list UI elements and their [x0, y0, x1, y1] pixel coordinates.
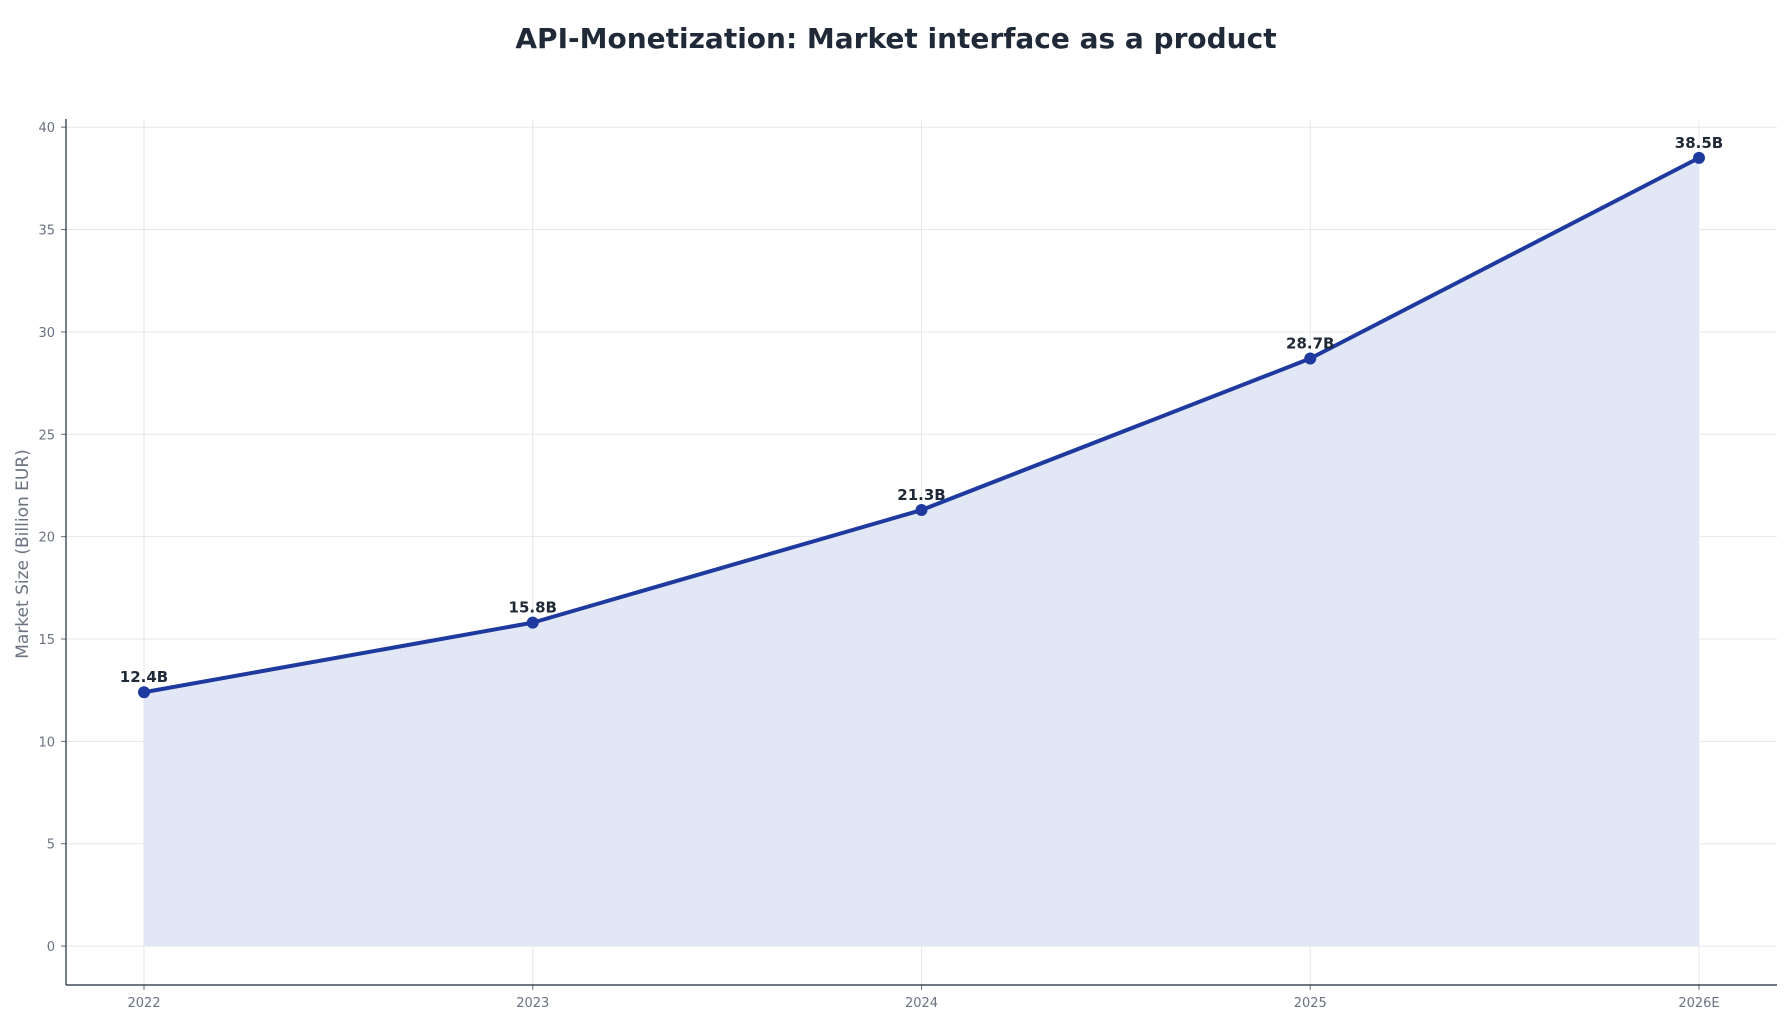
- chart-title: API-Monetization: Market interface as a …: [515, 22, 1277, 55]
- data-point: [138, 686, 150, 699]
- x-tick-label: 2026E: [1678, 996, 1719, 1011]
- y-tick-label: 5: [47, 838, 55, 853]
- y-tick-label: 15: [38, 633, 55, 648]
- x-tick-label: 2023: [516, 996, 549, 1011]
- line-layer: [138, 151, 1705, 699]
- data-label: 21.3B: [897, 486, 945, 504]
- y-tick-label: 30: [38, 326, 55, 341]
- data-point: [1693, 151, 1705, 164]
- data-point: [915, 504, 928, 517]
- data-point: [1304, 352, 1317, 365]
- label-layer: 12.4B 15.8B 21.3B 28.7B 38.5B: [120, 134, 1723, 686]
- y-tick-label: 35: [38, 224, 55, 239]
- y-axis-label: Market Size (Billion EUR): [13, 449, 33, 659]
- area-layer: [144, 157, 1699, 947]
- data-label: 38.5B: [1675, 134, 1723, 152]
- x-tick-label: 2025: [1294, 996, 1327, 1011]
- y-tick-label: 25: [38, 428, 55, 443]
- data-label: 15.8B: [509, 599, 557, 617]
- data-label: 12.4B: [120, 668, 168, 686]
- data-point: [526, 616, 539, 629]
- x-tick-label: 2022: [127, 996, 160, 1011]
- x-tick-label: 2024: [905, 996, 938, 1011]
- y-tick-label: 10: [38, 735, 55, 750]
- y-tick-label: 40: [38, 121, 55, 136]
- data-label: 28.7B: [1286, 335, 1334, 353]
- y-tick-label: 20: [38, 531, 55, 546]
- area-fill: [144, 157, 1699, 947]
- y-tick-label: 0: [47, 940, 55, 955]
